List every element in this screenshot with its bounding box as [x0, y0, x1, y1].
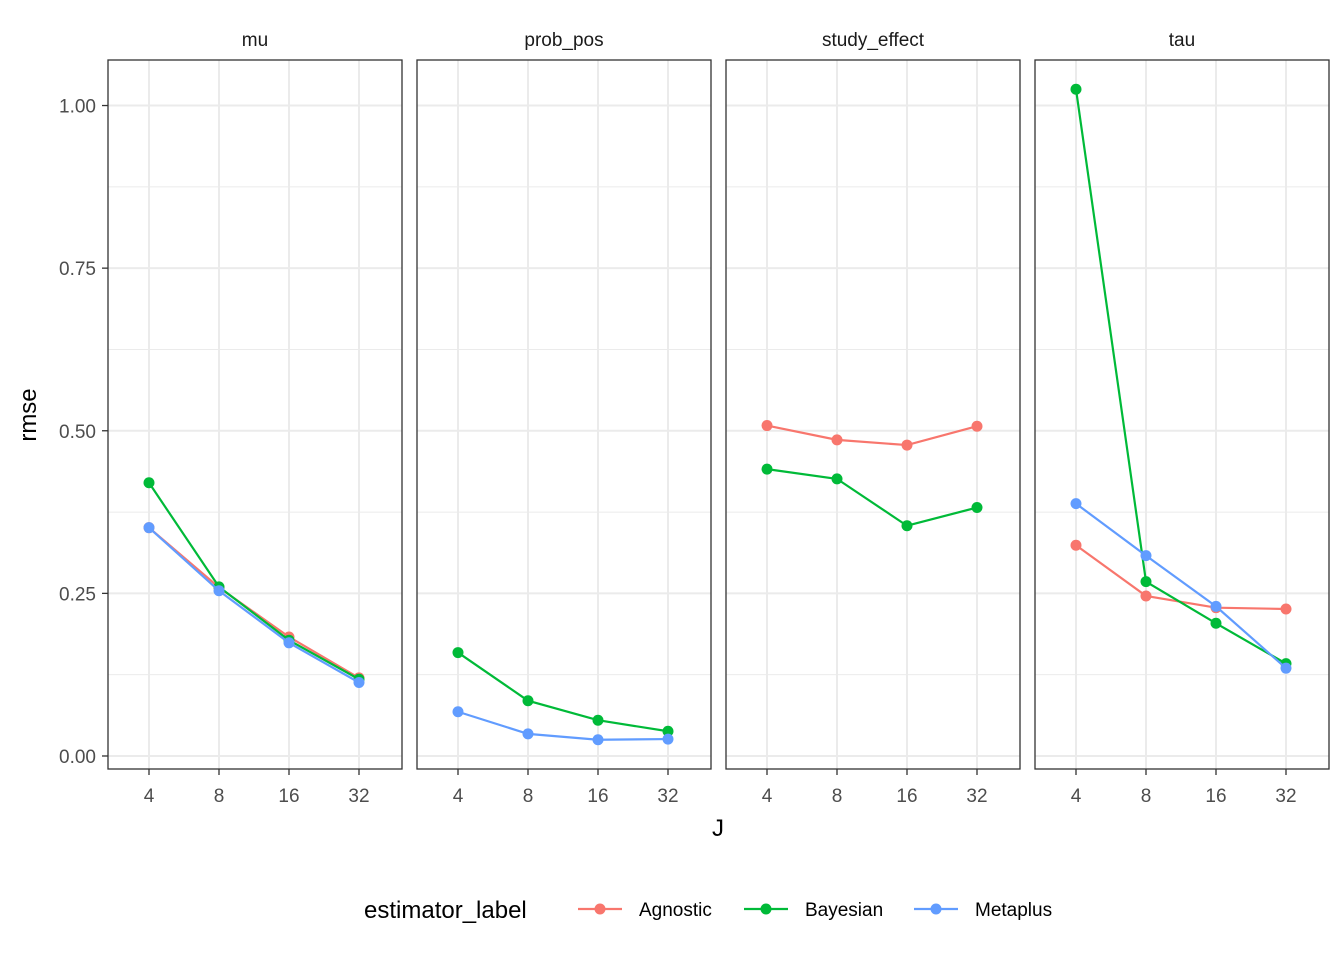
data-point-agnostic	[1280, 603, 1292, 615]
panel-border	[1034, 59, 1330, 770]
series-line-bayesian	[766, 468, 978, 527]
series-line-agnostic	[766, 424, 978, 447]
data-point-metaplus	[353, 676, 365, 688]
panels-layer: mu prob_pos study_effect tau	[107, 30, 1330, 770]
legend-title: estimator_label	[364, 897, 527, 924]
data-point-bayesian	[522, 695, 534, 707]
facet-label-study_effect: study_effect	[822, 30, 925, 51]
data-point-bayesian	[831, 473, 843, 485]
y-tick-label: 0.75	[59, 259, 96, 280]
x-tick-label: 16	[587, 786, 608, 807]
x-tick-label: 16	[1205, 786, 1226, 807]
data-point-bayesian	[452, 647, 464, 659]
x-tick-label: 8	[832, 786, 843, 807]
facet-label-tau: tau	[1169, 30, 1195, 51]
data-point-bayesian	[143, 477, 155, 489]
data-point-bayesian	[971, 502, 983, 514]
panel-tau: tau	[1034, 30, 1330, 770]
x-tick-label: 8	[1141, 786, 1152, 807]
data-point-bayesian	[761, 463, 773, 475]
axes-layer: 4 8 16 32 4 8 16 32 4 8 16 32 4 8 16 320.000.250.500.75…	[59, 97, 1297, 807]
data-point-metaplus	[1070, 498, 1082, 510]
data-point-metaplus	[143, 522, 155, 534]
data-point-bayesian	[1210, 617, 1222, 629]
data-point-metaplus	[1210, 600, 1222, 612]
data-point-metaplus	[1280, 662, 1292, 674]
legend-label: Agnostic	[639, 900, 712, 921]
x-tick-label: 32	[657, 786, 678, 807]
data-point-bayesian	[1070, 83, 1082, 95]
legend: estimator_label Agnostic Bayesian Metaplus	[364, 897, 1052, 924]
x-tick-label: 32	[1275, 786, 1296, 807]
data-point-agnostic	[1070, 539, 1082, 551]
panel-border	[725, 59, 1021, 770]
y-tick-label: 0.00	[59, 747, 96, 768]
legend-label: Metaplus	[975, 900, 1052, 921]
data-point-agnostic	[831, 434, 843, 446]
y-axis-label: rmse	[15, 388, 42, 441]
data-point-metaplus	[283, 637, 295, 649]
panel-mu: mu	[107, 30, 403, 770]
legend-key-point	[760, 903, 772, 915]
facet-label-prob_pos: prob_pos	[524, 30, 603, 51]
panel-prob_pos: prob_pos	[416, 30, 712, 770]
data-point-metaplus	[592, 734, 604, 746]
data-point-metaplus	[522, 728, 534, 740]
legend-label: Bayesian	[805, 900, 883, 921]
facet-label-mu: mu	[242, 30, 268, 51]
legend-item-bayesian: Bayesian	[744, 900, 883, 921]
panel-study_effect: study_effect	[725, 30, 1021, 770]
data-point-metaplus	[213, 585, 225, 597]
series-line-metaplus	[148, 526, 360, 684]
data-point-metaplus	[452, 706, 464, 718]
data-point-agnostic	[1140, 590, 1152, 602]
y-tick-label: 0.50	[59, 422, 96, 443]
x-tick-label: 4	[762, 786, 773, 807]
series-line-bayesian	[148, 482, 360, 681]
data-point-bayesian	[592, 714, 604, 726]
data-point-metaplus	[662, 733, 674, 745]
data-point-agnostic	[761, 420, 773, 432]
data-point-agnostic	[901, 439, 913, 451]
panel-border	[107, 59, 403, 770]
x-tick-label: 32	[348, 786, 369, 807]
panel-border	[416, 59, 712, 770]
legend-item-agnostic: Agnostic	[578, 900, 712, 921]
x-tick-label: 4	[1071, 786, 1082, 807]
x-tick-label: 16	[896, 786, 917, 807]
legend-key-point	[930, 903, 942, 915]
series-line-bayesian	[457, 651, 669, 733]
series-line-bayesian	[1074, 89, 1287, 665]
x-axis-label: J	[712, 815, 724, 842]
x-tick-label: 4	[144, 786, 155, 807]
data-point-agnostic	[971, 420, 983, 432]
series-line-metaplus	[457, 710, 669, 741]
x-tick-label: 16	[278, 786, 299, 807]
x-tick-label: 32	[966, 786, 987, 807]
data-point-bayesian	[901, 520, 913, 532]
series-line-metaplus	[1075, 502, 1287, 670]
y-tick-label: 0.25	[59, 584, 96, 605]
x-tick-label: 8	[214, 786, 225, 807]
x-tick-label: 8	[523, 786, 534, 807]
legend-item-metaplus: Metaplus	[914, 900, 1052, 921]
data-point-metaplus	[1140, 550, 1152, 562]
y-tick-label: 1.00	[59, 97, 96, 118]
data-point-bayesian	[662, 725, 674, 737]
legend-key-point	[594, 903, 606, 915]
x-tick-label: 4	[453, 786, 464, 807]
data-point-bayesian	[1140, 576, 1152, 588]
